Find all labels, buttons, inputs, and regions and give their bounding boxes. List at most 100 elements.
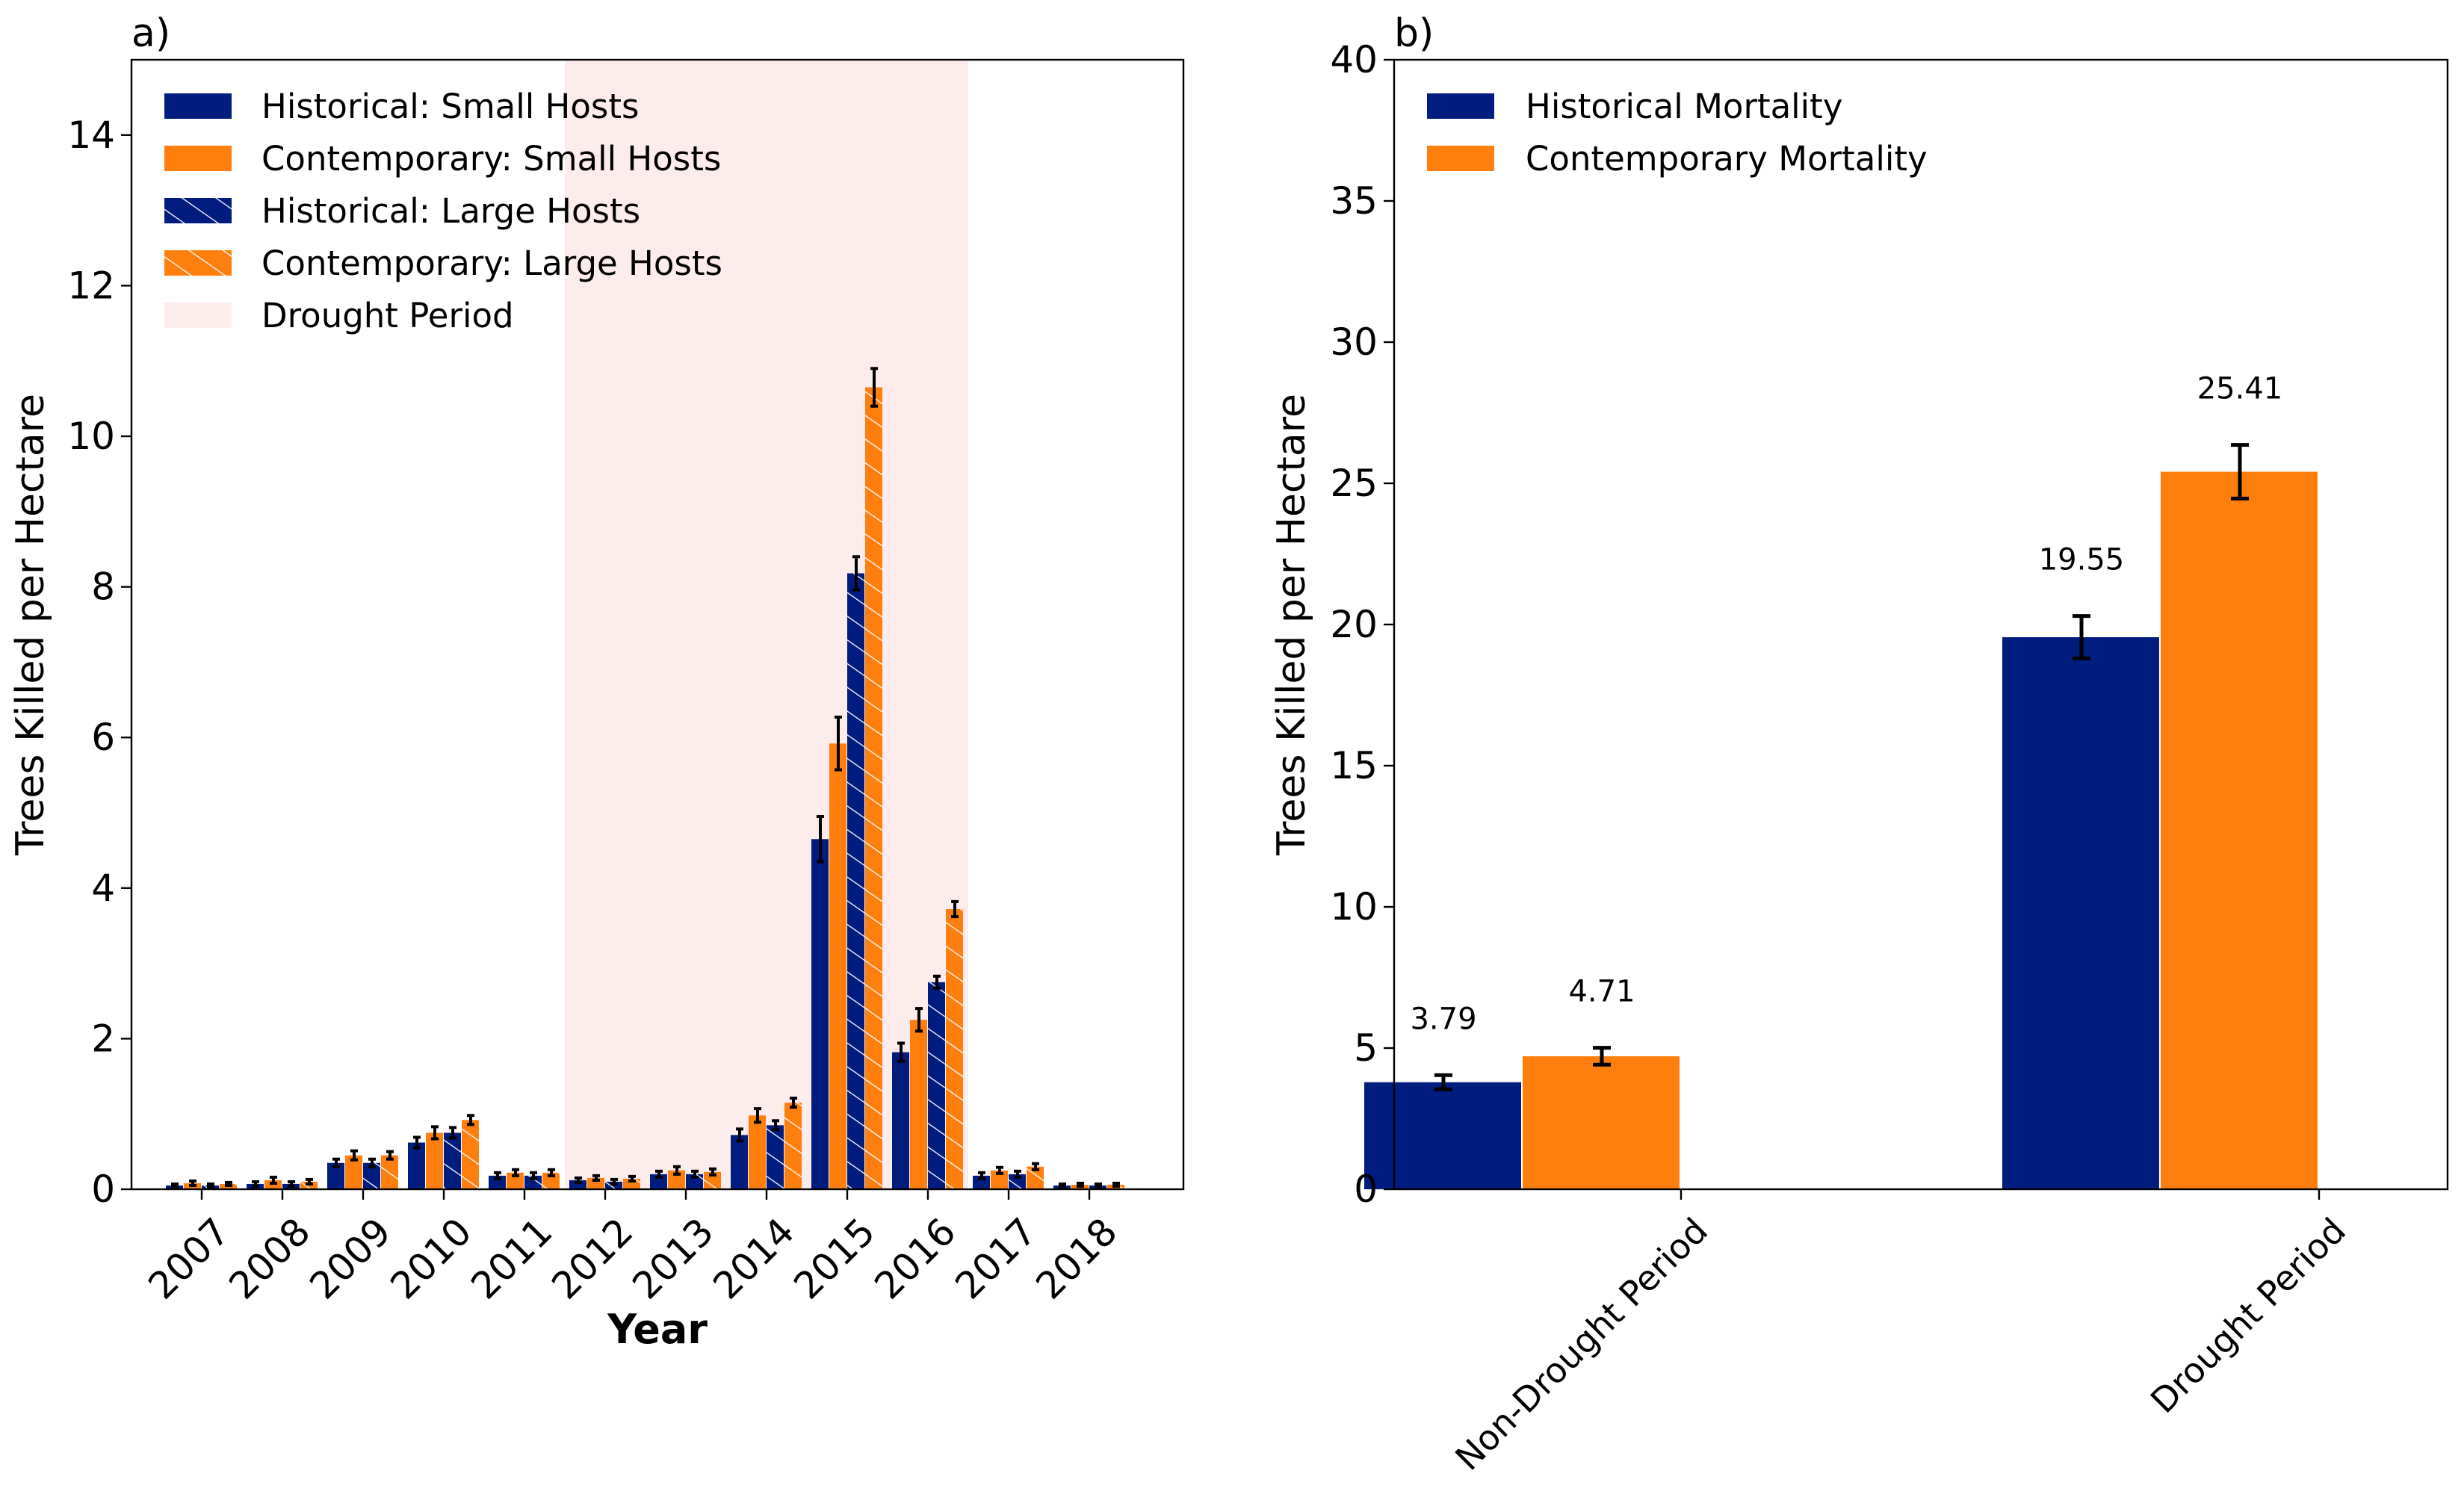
bar-contemporary-small-hosts2015 bbox=[829, 743, 846, 1189]
bar-historical-small-hosts2016 bbox=[892, 1052, 909, 1189]
error-bar bbox=[288, 1180, 295, 1188]
error-bar bbox=[2073, 614, 2090, 660]
x-tick-label: 2011 bbox=[463, 1209, 561, 1307]
error-bar bbox=[1077, 1181, 1084, 1188]
bar-historical-large-hosts2009-hatch bbox=[363, 1162, 380, 1189]
error-bar bbox=[252, 1180, 259, 1188]
error-bar bbox=[790, 1097, 797, 1109]
error-bar bbox=[852, 555, 860, 592]
y-tick-label: 10 bbox=[1330, 885, 1378, 929]
error-bar bbox=[978, 1171, 985, 1180]
x-tick-label: 2014 bbox=[705, 1209, 803, 1307]
panel-a-legend: Historical: Small Hosts Contemporary: Sma… bbox=[164, 87, 722, 335]
legend-entry-label: Contemporary: Large Hosts bbox=[261, 244, 722, 283]
error-bar bbox=[548, 1168, 555, 1177]
y-tick-label: 40 bbox=[1330, 38, 1378, 81]
panel-b-bars bbox=[1364, 471, 2318, 1189]
error-bar bbox=[494, 1171, 501, 1180]
error-bar bbox=[1032, 1162, 1039, 1171]
error-bar bbox=[413, 1135, 421, 1150]
bar-historical-large-hosts2010-hatch bbox=[444, 1132, 461, 1189]
bar-contemporary-small-hosts2011 bbox=[507, 1172, 524, 1189]
panel-a-x-axis: 2007200820092010201120122013201420152016… bbox=[140, 1189, 1126, 1307]
x-tick-label: 2012 bbox=[544, 1209, 642, 1307]
legend-swatch bbox=[1427, 146, 1494, 171]
x-tick-label: 2018 bbox=[1028, 1209, 1126, 1307]
legend-swatch bbox=[164, 146, 232, 171]
bar-historical-small-hosts2015 bbox=[811, 839, 829, 1189]
value-label: 4.71 bbox=[1568, 975, 1635, 1009]
y-tick-label: 20 bbox=[1330, 603, 1378, 646]
bar-historical-large-hosts2012-hatch bbox=[605, 1181, 622, 1189]
panel-b-x-axis: Non-Drought Period Drought Period bbox=[1447, 1189, 2353, 1478]
x-tick-label: 2017 bbox=[947, 1209, 1045, 1307]
error-bar bbox=[1095, 1182, 1102, 1189]
error-bar bbox=[709, 1167, 716, 1177]
error-bar bbox=[368, 1157, 376, 1168]
bar-historical-small-hosts2014 bbox=[731, 1135, 748, 1189]
error-bar bbox=[431, 1125, 439, 1141]
panel-a-y-axis: 0 2 4 6 8 10 12 14 bbox=[67, 114, 131, 1211]
x-tick-label: Drought Period bbox=[2143, 1210, 2353, 1421]
error-bar bbox=[171, 1182, 179, 1189]
y-tick-label: 0 bbox=[91, 1168, 115, 1211]
bar-contemporary-large-hosts2014-hatch bbox=[784, 1103, 802, 1189]
error-bar bbox=[306, 1177, 313, 1186]
panel-a-plot-frame bbox=[130, 58, 1185, 1191]
error-bar bbox=[754, 1107, 761, 1124]
bar-contemporary-small-hosts2009 bbox=[345, 1155, 362, 1189]
y-tick-label: 2 bbox=[91, 1017, 115, 1060]
bar-contemporary-small-hosts2013 bbox=[668, 1170, 685, 1189]
bar-historical-small-hosts2017 bbox=[973, 1175, 990, 1189]
error-bar bbox=[270, 1175, 277, 1185]
error-bar bbox=[467, 1114, 474, 1127]
bar-contemporary-small-hosts2012 bbox=[587, 1177, 604, 1189]
error-bar bbox=[2231, 443, 2249, 501]
error-bar bbox=[610, 1177, 618, 1186]
bar-historical-large-hosts2013-hatch bbox=[686, 1174, 703, 1189]
bar-contemporary-large-hosts2011-hatch bbox=[542, 1172, 560, 1189]
value-label: 25.41 bbox=[2197, 372, 2283, 406]
y-tick-label: 8 bbox=[91, 565, 115, 609]
legend-swatch bbox=[164, 303, 232, 328]
x-tick-label: 2013 bbox=[625, 1209, 722, 1307]
legend-entry-label: Historical Mortality bbox=[1526, 87, 1842, 126]
y-tick-label: 0 bbox=[1354, 1168, 1378, 1211]
y-tick-label: 10 bbox=[67, 415, 115, 458]
error-bar bbox=[530, 1171, 537, 1180]
panel-b-error-bars bbox=[1434, 443, 2249, 1091]
error-bar bbox=[225, 1180, 232, 1187]
error-bar bbox=[772, 1119, 779, 1132]
y-tick-label: 15 bbox=[1330, 744, 1378, 787]
y-tick-label: 4 bbox=[91, 867, 115, 910]
panel-a-x-axis-title: Year bbox=[607, 1306, 708, 1353]
x-tick-label: Non-Drought Period bbox=[1447, 1210, 1715, 1478]
x-tick-label: 2007 bbox=[140, 1209, 238, 1307]
drought-period-band bbox=[565, 60, 968, 1189]
legend-entry-label: Contemporary Mortality bbox=[1526, 139, 1928, 179]
error-bar bbox=[350, 1149, 358, 1162]
legend-entry-label: Historical: Large Hosts bbox=[261, 191, 640, 231]
error-bar bbox=[189, 1179, 196, 1187]
bar-historical-small-hosts2012 bbox=[569, 1180, 586, 1189]
error-bar bbox=[592, 1174, 600, 1182]
legend-swatch-hatch bbox=[164, 250, 232, 276]
x-tick-label: 2016 bbox=[867, 1209, 965, 1307]
error-bar bbox=[1593, 1046, 1611, 1067]
error-bar bbox=[1014, 1169, 1021, 1179]
bar-contemporary-large-hosts2013-hatch bbox=[704, 1171, 721, 1189]
bar-contemporary-mortality1 bbox=[2161, 471, 2318, 1189]
y-tick-label: 14 bbox=[67, 114, 115, 157]
error-bar bbox=[628, 1174, 636, 1183]
bar-contemporary-small-hosts2010 bbox=[426, 1132, 443, 1189]
bar-historical-small-hosts2011 bbox=[489, 1175, 506, 1189]
y-tick-label: 35 bbox=[1330, 179, 1378, 223]
x-tick-label: 2008 bbox=[221, 1209, 319, 1307]
error-bar bbox=[951, 899, 959, 919]
bar-contemporary-small-hosts2008 bbox=[264, 1180, 282, 1189]
error-bar bbox=[736, 1127, 743, 1143]
bar-historical-mortality0 bbox=[1364, 1082, 1521, 1189]
bar-contemporary-large-hosts2017-hatch bbox=[1027, 1166, 1044, 1189]
bar-contemporary-small-hosts2016 bbox=[910, 1020, 927, 1189]
